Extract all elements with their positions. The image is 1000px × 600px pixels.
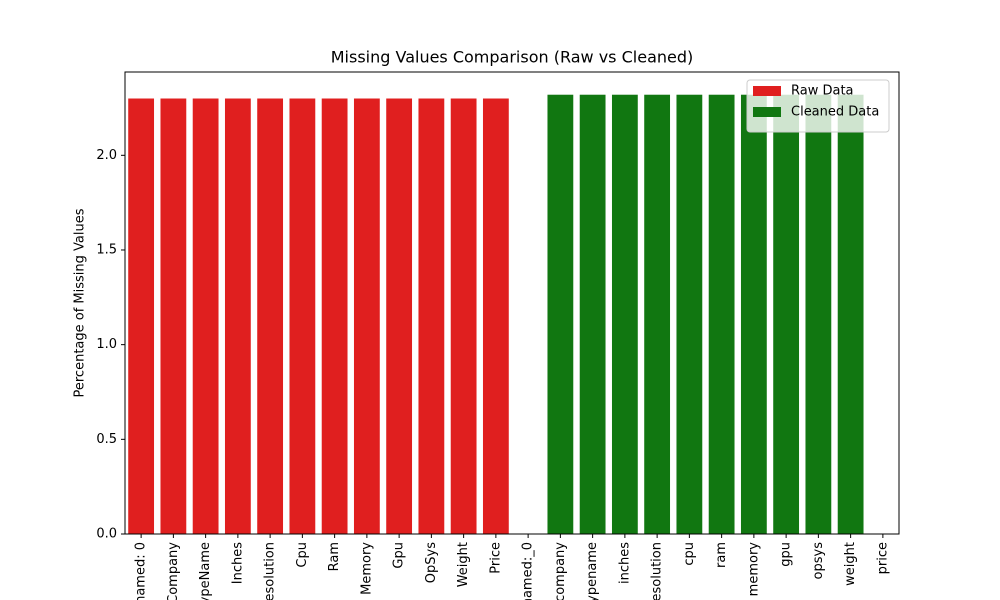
x-tick-label: OpSys <box>424 542 439 583</box>
x-tick-label: Weight <box>456 542 471 587</box>
y-tick-label: 1.5 <box>96 242 117 257</box>
x-tick-label: screenresolution <box>650 542 665 600</box>
x-tick-label: inches <box>617 542 632 584</box>
bar <box>418 98 445 535</box>
bar <box>128 98 155 535</box>
bar <box>579 94 606 534</box>
bar <box>192 98 219 535</box>
y-tick-label: 2.0 <box>96 148 117 163</box>
legend-label: Cleaned Data <box>791 105 879 120</box>
legend-box <box>746 79 890 133</box>
x-tick-label: unnamed:_0 <box>521 542 536 600</box>
bar <box>160 98 187 535</box>
bar <box>450 98 477 535</box>
y-tick-label: 0.5 <box>96 432 117 447</box>
bar <box>257 98 284 535</box>
x-tick-label: Inches <box>230 542 245 584</box>
x-tick-label: Gpu <box>392 542 407 569</box>
bar <box>353 98 380 535</box>
bar <box>386 98 413 535</box>
legend-label: Raw Data <box>791 84 854 99</box>
bar <box>708 94 735 534</box>
x-tick-label: cpu <box>682 542 697 566</box>
bar <box>773 94 800 534</box>
bar <box>321 98 348 535</box>
legend-swatch <box>753 107 781 117</box>
legend-swatch <box>753 86 781 96</box>
y-axis-label: Percentage of Missing Values <box>73 208 88 397</box>
x-tick-label: weight <box>843 542 858 586</box>
bar <box>611 94 638 534</box>
x-tick-label: typename <box>585 542 600 600</box>
x-tick-label: ScreenResolution <box>263 542 278 600</box>
x-tick-label: opsys <box>811 542 826 580</box>
x-tick-label: Cpu <box>295 542 310 568</box>
bar <box>837 94 864 534</box>
x-tick-label: ram <box>714 542 729 568</box>
y-tick-label: 1.0 <box>96 337 117 352</box>
x-tick-label: Ram <box>327 542 342 571</box>
bar <box>224 98 251 535</box>
y-tick-label: 0.0 <box>96 527 117 542</box>
bar <box>482 98 509 535</box>
x-tick-label: Price <box>488 542 503 574</box>
bar <box>547 94 574 534</box>
x-tick-label: company <box>553 542 568 600</box>
bar <box>644 94 671 534</box>
x-tick-label: Memory <box>359 542 374 595</box>
bar <box>676 94 703 534</box>
x-tick-label: memory <box>746 542 761 597</box>
bar <box>740 94 767 534</box>
x-tick-label: gpu <box>779 542 794 567</box>
plot-frame <box>124 71 900 535</box>
bar <box>805 94 832 534</box>
bar <box>289 98 316 535</box>
chart-title: Missing Values Comparison (Raw vs Cleane… <box>331 48 694 67</box>
x-tick-label: price <box>875 542 890 574</box>
x-tick-label: Company <box>166 542 181 600</box>
x-tick-label: Unnamed: 0 <box>134 542 149 600</box>
x-tick-label: TypeName <box>198 542 213 600</box>
